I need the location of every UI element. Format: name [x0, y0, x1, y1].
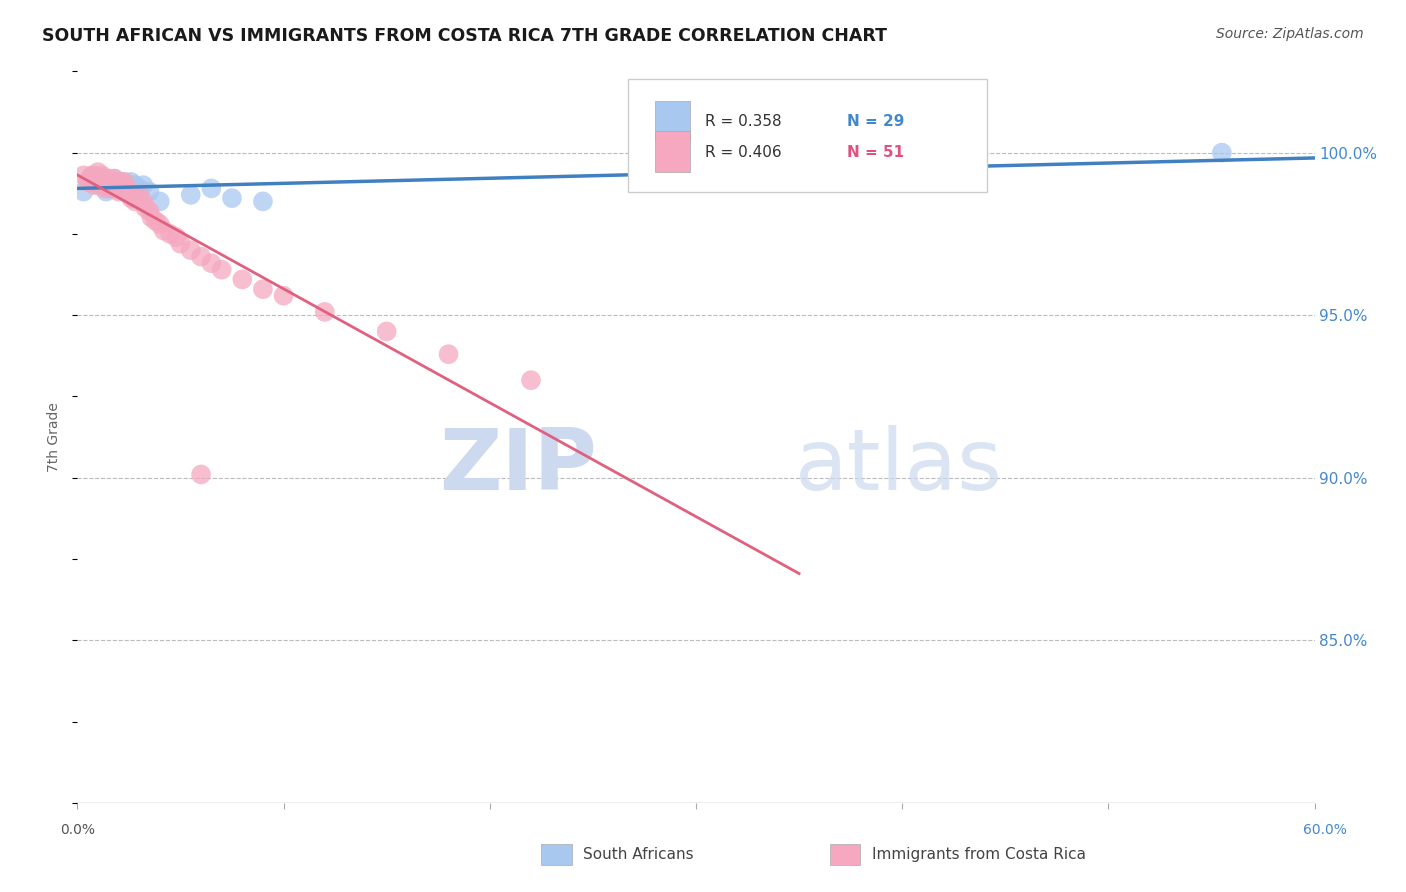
Text: Immigrants from Costa Rica: Immigrants from Costa Rica [872, 847, 1085, 862]
Text: N = 51: N = 51 [846, 145, 904, 160]
Point [120, 191, 142, 205]
Text: SOUTH AFRICAN VS IMMIGRANTS FROM COSTA RICA 7TH GRADE CORRELATION CHART: SOUTH AFRICAN VS IMMIGRANTS FROM COSTA R… [42, 27, 887, 45]
Point [97, 175, 120, 189]
Point [128, 181, 150, 195]
Point [107, 178, 129, 193]
Point [80, 169, 103, 183]
Bar [541, 844, 572, 865]
FancyBboxPatch shape [655, 101, 690, 141]
Point [98, 175, 121, 189]
Point [96, 185, 118, 199]
Point [132, 178, 155, 193]
Point [437, 347, 460, 361]
Point [91, 178, 114, 193]
Point [111, 181, 134, 195]
Point [105, 175, 128, 189]
Point [118, 185, 141, 199]
Point [101, 178, 124, 193]
Point [520, 373, 543, 387]
Point [84, 175, 107, 189]
Point [103, 171, 125, 186]
Point [103, 171, 125, 186]
Text: atlas: atlas [794, 425, 1002, 508]
Point [115, 178, 138, 193]
Point [72, 169, 94, 183]
Point [76, 175, 98, 189]
Point [314, 305, 336, 319]
Point [149, 194, 172, 209]
Point [190, 467, 212, 482]
Point [138, 204, 160, 219]
Point [105, 178, 128, 193]
Point [252, 194, 274, 209]
Text: Source: ZipAtlas.com: Source: ZipAtlas.com [1216, 27, 1364, 41]
Text: 0.0%: 0.0% [60, 823, 94, 837]
Text: R = 0.358: R = 0.358 [704, 113, 782, 128]
Point [97, 181, 120, 195]
Point [87, 178, 110, 193]
Bar [830, 844, 860, 865]
Point [221, 191, 243, 205]
Y-axis label: 7th Grade: 7th Grade [48, 402, 62, 472]
Point [138, 185, 160, 199]
Point [72, 185, 94, 199]
Point [149, 217, 172, 231]
Point [110, 175, 132, 189]
Point [101, 178, 124, 193]
Text: 60.0%: 60.0% [1302, 823, 1347, 837]
Text: ZIP: ZIP [439, 425, 598, 508]
Point [132, 194, 155, 209]
Point [91, 169, 114, 183]
Point [111, 175, 134, 189]
Point [89, 171, 111, 186]
Point [115, 181, 138, 195]
Point [97, 171, 120, 186]
Point [91, 171, 114, 186]
Point [79, 171, 101, 186]
Point [231, 272, 253, 286]
Point [169, 236, 191, 251]
Point [120, 175, 142, 189]
Text: N = 29: N = 29 [846, 113, 904, 128]
Point [165, 230, 187, 244]
Point [273, 288, 295, 302]
FancyBboxPatch shape [655, 131, 690, 171]
Point [141, 211, 163, 225]
Point [87, 165, 110, 179]
Point [200, 256, 222, 270]
Point [107, 185, 129, 199]
Point [128, 187, 150, 202]
Point [83, 169, 105, 183]
Point [180, 187, 202, 202]
Point [1211, 145, 1233, 160]
Point [93, 171, 115, 186]
Point [93, 181, 115, 195]
Point [211, 262, 233, 277]
Point [124, 194, 146, 209]
Point [79, 175, 101, 189]
Point [83, 178, 105, 193]
Point [122, 187, 145, 202]
Point [145, 214, 167, 228]
Point [252, 282, 274, 296]
Point [96, 175, 118, 189]
Point [190, 250, 212, 264]
Point [124, 178, 146, 193]
Point [725, 169, 748, 183]
FancyBboxPatch shape [628, 78, 987, 192]
Point [118, 185, 141, 199]
Point [93, 178, 115, 193]
Point [200, 181, 222, 195]
Text: R = 0.406: R = 0.406 [704, 145, 782, 160]
Point [375, 325, 398, 339]
Text: South Africans: South Africans [583, 847, 695, 862]
Point [159, 227, 181, 241]
Point [134, 201, 156, 215]
Point [114, 175, 136, 189]
Point [110, 181, 132, 195]
Point [180, 243, 202, 257]
Point [153, 224, 176, 238]
Point [98, 181, 121, 195]
